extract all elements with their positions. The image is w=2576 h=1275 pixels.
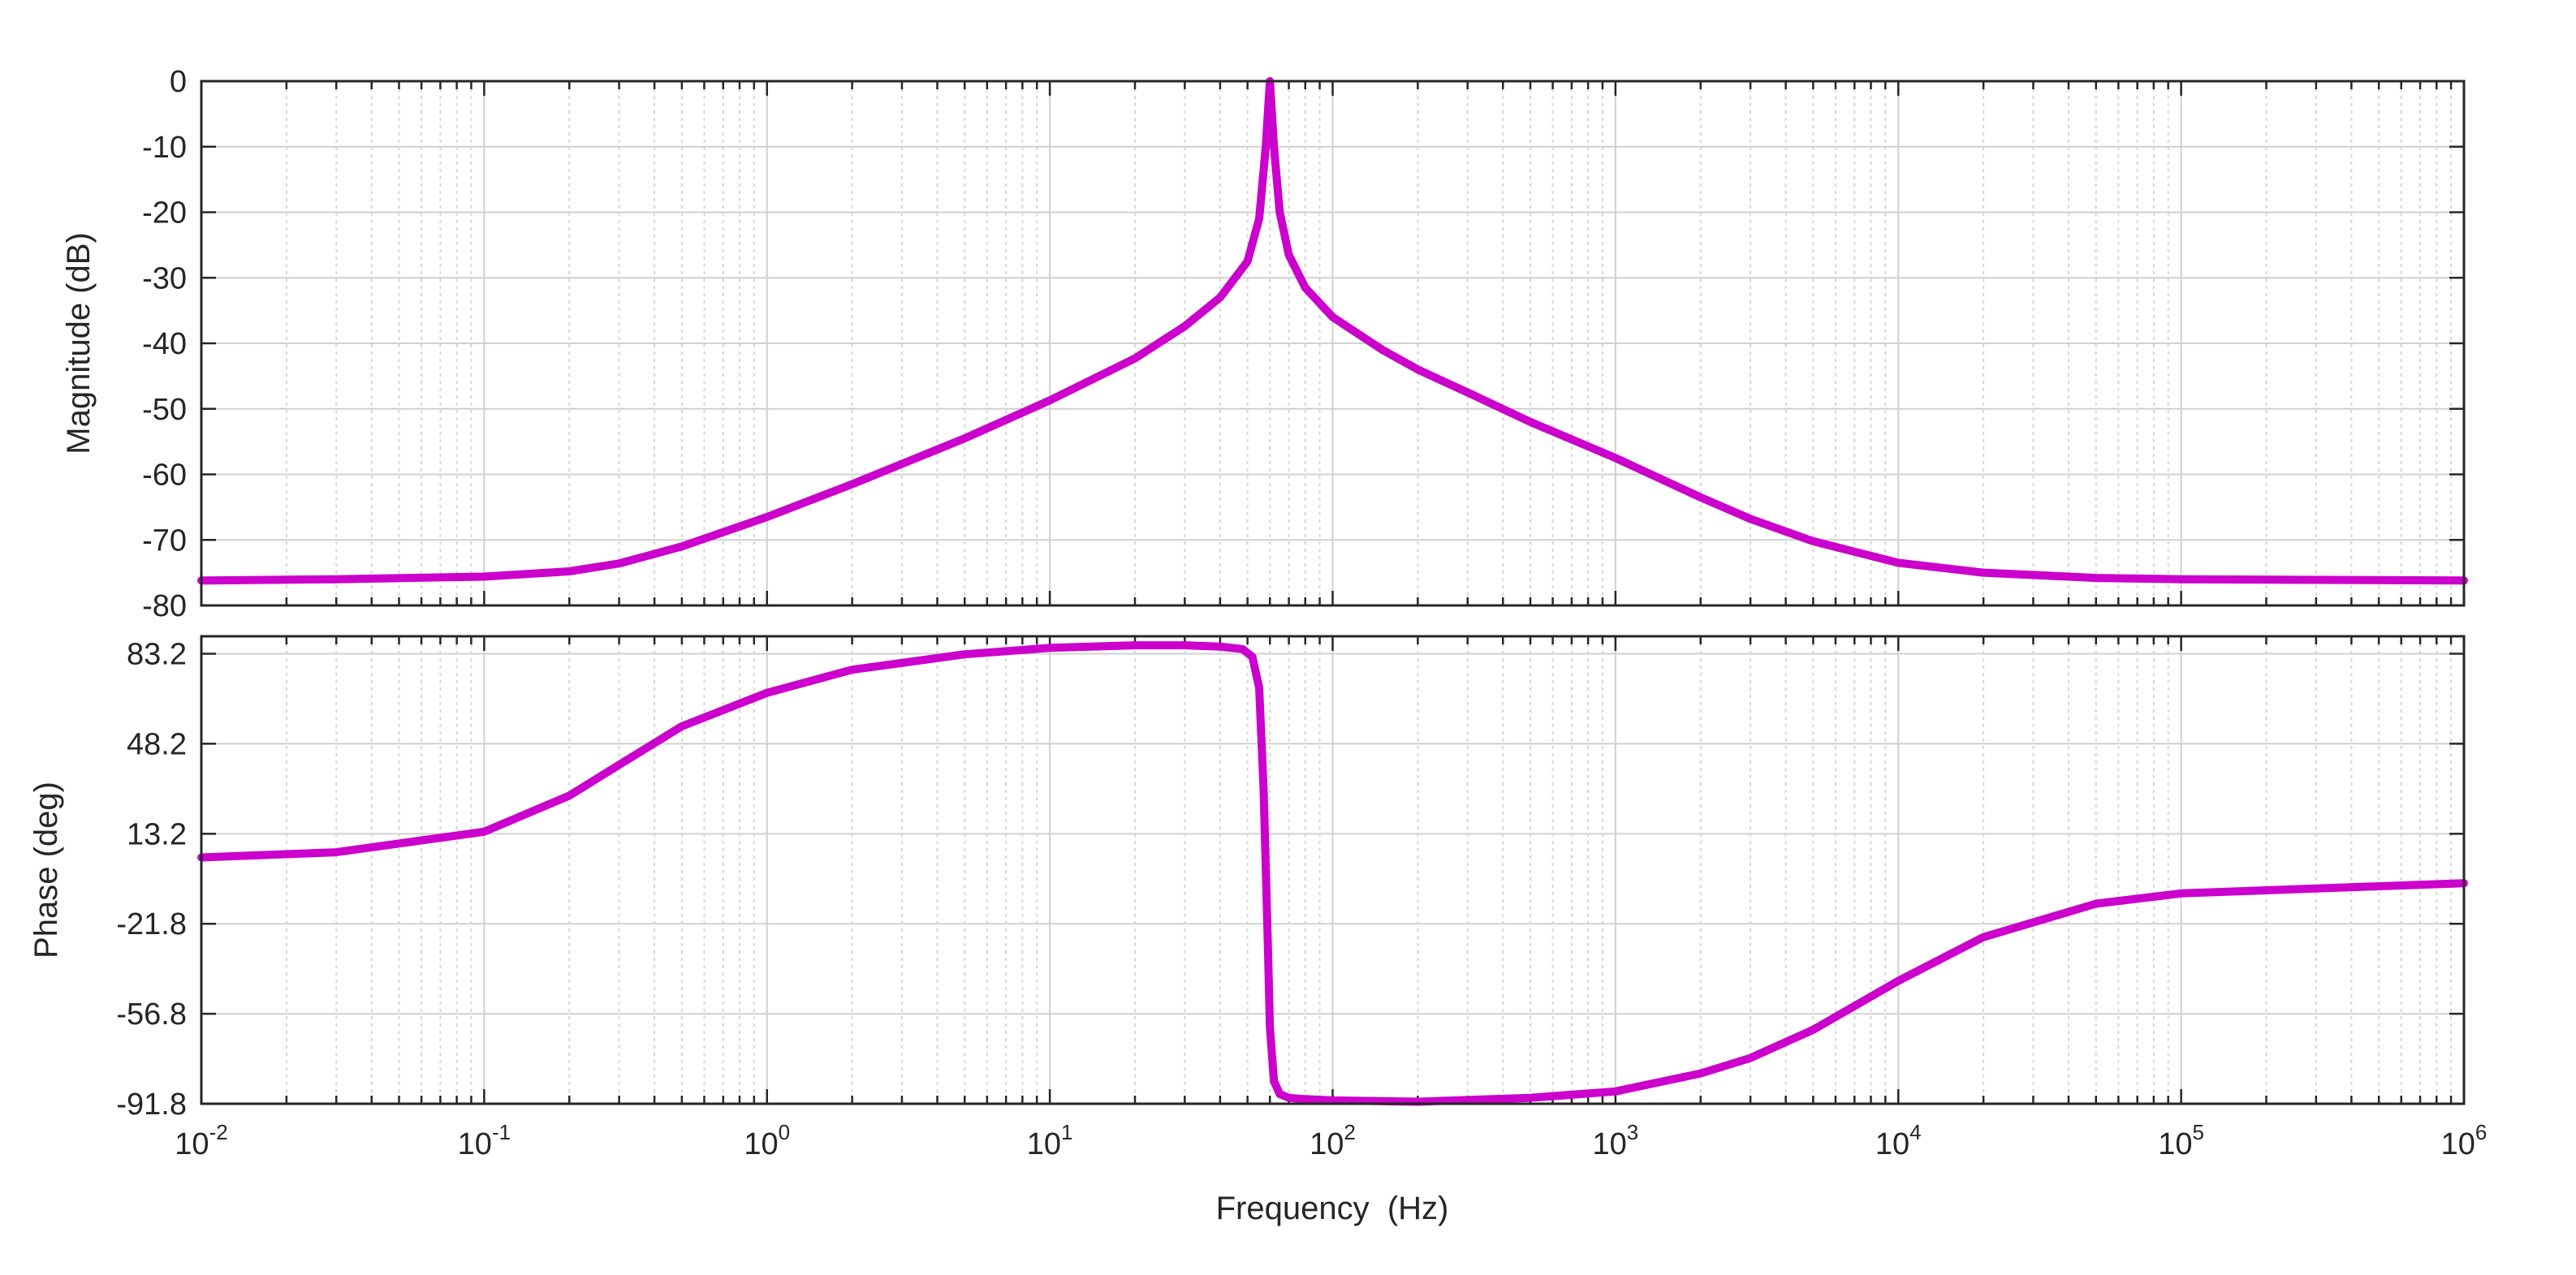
x-tick-label: 102: [1310, 1120, 1356, 1161]
phase-axis-label: Phase (deg): [28, 782, 64, 958]
x-tick-label: 106: [2441, 1120, 2488, 1161]
phase-series-line: [197, 641, 2468, 1106]
magnitude-y-tick-label: 0: [170, 65, 187, 99]
magnitude-axes-frame: [200, 80, 2466, 607]
x-tick-base: 10: [744, 1127, 778, 1161]
x-tick-base: 10: [1875, 1127, 1909, 1161]
x-tick-exponent: 3: [1627, 1120, 1638, 1144]
x-tick-exponent: -2: [209, 1120, 228, 1144]
phase-y-tick-label: -91.8: [116, 1088, 187, 1122]
x-tick-base: 10: [2158, 1127, 2192, 1161]
x-tick-base: 10: [1593, 1127, 1627, 1161]
x-tick-label: 100: [744, 1120, 790, 1161]
x-tick-exponent: 5: [2193, 1120, 2204, 1144]
phase-y-tick-label: -21.8: [116, 907, 187, 941]
magnitude-y-tick-label: -20: [142, 196, 187, 230]
magnitude-axis-label: Magnitude (dB): [61, 232, 97, 454]
phase-y-tick-label: 13.2: [127, 817, 187, 851]
x-tick-label: 103: [1593, 1120, 1639, 1161]
x-tick-exponent: -1: [492, 1120, 511, 1144]
magnitude-y-tick-label: -50: [142, 393, 187, 427]
phase-axes-frame: [200, 635, 2466, 1105]
phase-panel: 83.248.213.2-21.8-56.8-91.810-2 10-1 100 10…: [116, 635, 2488, 1161]
x-tick-exponent: 2: [1344, 1120, 1355, 1144]
magnitude-y-tick-label: -60: [142, 459, 187, 493]
magnitude-y-tick-label: -10: [142, 131, 187, 165]
x-tick-label: 101: [1027, 1120, 1073, 1161]
x-tick-base: 10: [1310, 1127, 1344, 1161]
x-tick-label: 10-1: [458, 1120, 511, 1161]
x-tick-exponent: 1: [1061, 1120, 1072, 1144]
x-tick-base: 10: [458, 1127, 492, 1161]
magnitude-y-tick-label: -70: [142, 523, 187, 558]
magnitude-panel: 0 -10 -20 -30 -40 -50 -60 -70 -80: [142, 65, 2468, 623]
magnitude-y-tick-label: -80: [142, 589, 187, 623]
x-tick-base: 10: [2441, 1127, 2475, 1161]
x-tick-label: 105: [2158, 1120, 2204, 1161]
x-tick-label: 104: [1875, 1120, 1922, 1161]
magnitude-series-line: [197, 77, 2468, 585]
phase-y-tick-label: 48.2: [127, 727, 187, 761]
magnitude-y-tick-label: -40: [142, 327, 187, 361]
x-tick-base: 10: [1027, 1127, 1061, 1161]
x-tick-exponent: 0: [779, 1120, 790, 1144]
x-tick-exponent: 4: [1909, 1120, 1921, 1144]
frequency-axis-label: Frequency (Hz): [1216, 1191, 1449, 1226]
x-tick-exponent: 6: [2475, 1120, 2487, 1144]
phase-y-tick-label: 83.2: [127, 638, 187, 672]
phase-y-tick-label: -56.8: [116, 997, 187, 1032]
x-tick-base: 10: [175, 1127, 209, 1161]
x-tick-label: 10-2: [175, 1120, 227, 1161]
magnitude-y-tick-label: -30: [142, 261, 187, 295]
